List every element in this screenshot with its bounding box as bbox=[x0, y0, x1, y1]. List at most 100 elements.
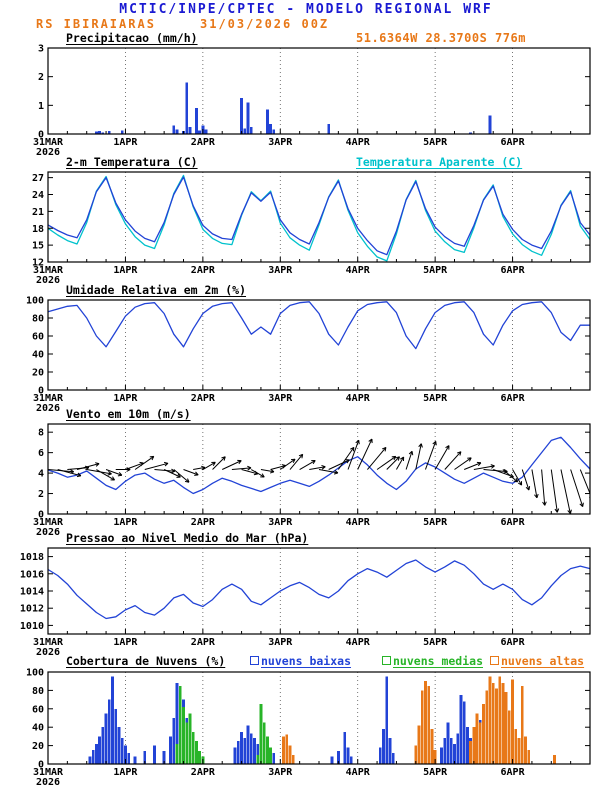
svg-text:1APR: 1APR bbox=[113, 637, 138, 648]
svg-text:3APR: 3APR bbox=[268, 265, 293, 276]
panel-pressao: 1010 1012 1014 1016 1018 31MAR 1APR 2APR 3APR 4AP… bbox=[20, 547, 591, 658]
svg-text:1010: 1010 bbox=[20, 621, 44, 632]
svg-text:40: 40 bbox=[32, 350, 44, 361]
svg-text:2026: 2026 bbox=[36, 777, 60, 788]
svg-text:4APR: 4APR bbox=[346, 265, 371, 276]
svg-text:4APR: 4APR bbox=[346, 393, 371, 404]
svg-text:3APR: 3APR bbox=[268, 393, 293, 404]
svg-text:1014: 1014 bbox=[20, 587, 44, 598]
svg-text:20: 20 bbox=[32, 368, 44, 379]
svg-text:80: 80 bbox=[32, 314, 44, 325]
svg-text:6APR: 6APR bbox=[501, 137, 526, 148]
svg-text:2026: 2026 bbox=[36, 647, 60, 658]
svg-text:6APR: 6APR bbox=[501, 393, 526, 404]
svg-text:2026: 2026 bbox=[36, 403, 60, 414]
svg-text:5APR: 5APR bbox=[423, 517, 448, 528]
panel-title-precipitacao: Precipitacao (mm/h) bbox=[66, 31, 198, 45]
svg-text:4: 4 bbox=[38, 469, 44, 480]
svg-text:5APR: 5APR bbox=[423, 393, 448, 404]
svg-text:31MAR: 31MAR bbox=[33, 393, 64, 404]
page-title: MCTIC/INPE/CPTEC - MODELO REGIONAL WRF bbox=[119, 2, 493, 17]
svg-text:1APR: 1APR bbox=[113, 517, 138, 528]
svg-text:40: 40 bbox=[32, 723, 44, 734]
svg-text:1APR: 1APR bbox=[113, 393, 138, 404]
svg-text:31MAR: 31MAR bbox=[33, 265, 64, 276]
panel-vento: 0 2 4 6 8 31MAR 1APR 2APR 3APR 4APR 5APR 6APR 2026 bbox=[33, 423, 591, 538]
svg-text:3APR: 3APR bbox=[268, 637, 293, 648]
nuvens-baixas-swatch-icon bbox=[250, 656, 259, 665]
legend-nuvens-baixas: nuvens baixas bbox=[250, 654, 351, 668]
panel-umidade: 0 20 40 60 80 100 31MAR 1APR 2APR 3APR 4APR 5APR 6AP… bbox=[26, 296, 591, 414]
svg-text:27: 27 bbox=[32, 173, 44, 184]
legend-temperatura-aparente: Temperatura Aparente (C) bbox=[356, 155, 523, 169]
svg-text:1: 1 bbox=[38, 101, 44, 112]
svg-text:18: 18 bbox=[32, 224, 44, 235]
svg-text:1APR: 1APR bbox=[113, 137, 138, 148]
svg-text:5APR: 5APR bbox=[423, 637, 448, 648]
svg-text:31MAR: 31MAR bbox=[33, 137, 64, 148]
svg-text:5APR: 5APR bbox=[423, 265, 448, 276]
svg-text:4APR: 4APR bbox=[346, 517, 371, 528]
panel-title-temperatura: 2-m Temperatura (C) bbox=[66, 155, 198, 169]
nuvens-altas-swatch-icon bbox=[490, 656, 499, 665]
svg-text:0: 0 bbox=[38, 510, 44, 521]
svg-text:3APR: 3APR bbox=[268, 517, 293, 528]
svg-text:24: 24 bbox=[32, 190, 44, 201]
svg-text:1016: 1016 bbox=[20, 569, 44, 580]
svg-text:6APR: 6APR bbox=[501, 517, 526, 528]
svg-text:31MAR: 31MAR bbox=[33, 637, 64, 648]
svg-text:31MAR: 31MAR bbox=[33, 517, 64, 528]
legend-nuvens-medias: nuvens medias bbox=[382, 654, 483, 668]
svg-text:21: 21 bbox=[32, 207, 44, 218]
svg-text:2: 2 bbox=[38, 489, 44, 500]
svg-text:2026: 2026 bbox=[36, 275, 60, 286]
svg-text:12: 12 bbox=[32, 258, 44, 269]
svg-text:20: 20 bbox=[32, 741, 44, 752]
svg-text:1APR: 1APR bbox=[113, 767, 138, 778]
svg-text:3: 3 bbox=[38, 44, 44, 55]
svg-text:2APR: 2APR bbox=[191, 393, 216, 404]
svg-text:4APR: 4APR bbox=[346, 137, 371, 148]
panel-title-pressao: Pressao ao Nivel Medio do Mar (hPa) bbox=[66, 531, 309, 545]
panel-nuvens: 0 20 40 60 80 100 31MAR 1APR 2APR 3APR 4APR 5APR 6AP… bbox=[26, 668, 591, 788]
svg-text:1APR: 1APR bbox=[113, 265, 138, 276]
svg-text:4APR: 4APR bbox=[346, 767, 371, 778]
svg-text:0: 0 bbox=[38, 130, 44, 141]
svg-text:6APR: 6APR bbox=[501, 767, 526, 778]
svg-text:3APR: 3APR bbox=[268, 767, 293, 778]
legend-nuvens-altas: nuvens altas bbox=[490, 654, 584, 668]
panel-title-umidade: Umidade Relativa em 2m (%) bbox=[66, 283, 247, 297]
svg-text:2026: 2026 bbox=[36, 147, 60, 158]
svg-text:31MAR: 31MAR bbox=[33, 767, 64, 778]
svg-text:2APR: 2APR bbox=[191, 637, 216, 648]
svg-text:2026: 2026 bbox=[36, 527, 60, 538]
svg-text:5APR: 5APR bbox=[423, 137, 448, 148]
wind-arrows bbox=[48, 438, 590, 514]
svg-text:5APR: 5APR bbox=[423, 767, 448, 778]
svg-text:2APR: 2APR bbox=[191, 767, 216, 778]
svg-text:100: 100 bbox=[26, 668, 44, 679]
svg-text:1012: 1012 bbox=[20, 604, 44, 615]
svg-text:60: 60 bbox=[32, 704, 44, 715]
svg-text:80: 80 bbox=[32, 686, 44, 697]
svg-text:15: 15 bbox=[32, 241, 44, 252]
svg-text:2APR: 2APR bbox=[191, 137, 216, 148]
svg-text:6APR: 6APR bbox=[501, 637, 526, 648]
panel-temperatura: 12 15 18 21 24 27 31MAR 1APR 2APR 3APR 4APR 5APR 6AP… bbox=[32, 171, 591, 286]
station-label: RS IBIRAIARAS bbox=[36, 17, 156, 31]
panel-title-nuvens: Cobertura de Nuvens (%) bbox=[66, 654, 226, 668]
panel-precipitacao: 0 1 2 3 31MAR 1APR 2APR 3APR 4APR 5APR 6APR 2026 bbox=[33, 44, 591, 158]
svg-text:0: 0 bbox=[38, 386, 44, 397]
svg-text:0: 0 bbox=[38, 760, 44, 771]
panel-title-vento: Vento em 10m (m/s) bbox=[66, 407, 191, 421]
svg-text:60: 60 bbox=[32, 332, 44, 343]
svg-text:6APR: 6APR bbox=[501, 265, 526, 276]
svg-text:2APR: 2APR bbox=[191, 265, 216, 276]
svg-text:1018: 1018 bbox=[20, 552, 44, 563]
location-label: 51.6364W 28.3700S 776m bbox=[356, 31, 526, 45]
svg-text:8: 8 bbox=[38, 428, 44, 439]
nuvens-medias-swatch-icon bbox=[382, 656, 391, 665]
run-datetime-label: 31/03/2026 00Z bbox=[200, 17, 330, 31]
